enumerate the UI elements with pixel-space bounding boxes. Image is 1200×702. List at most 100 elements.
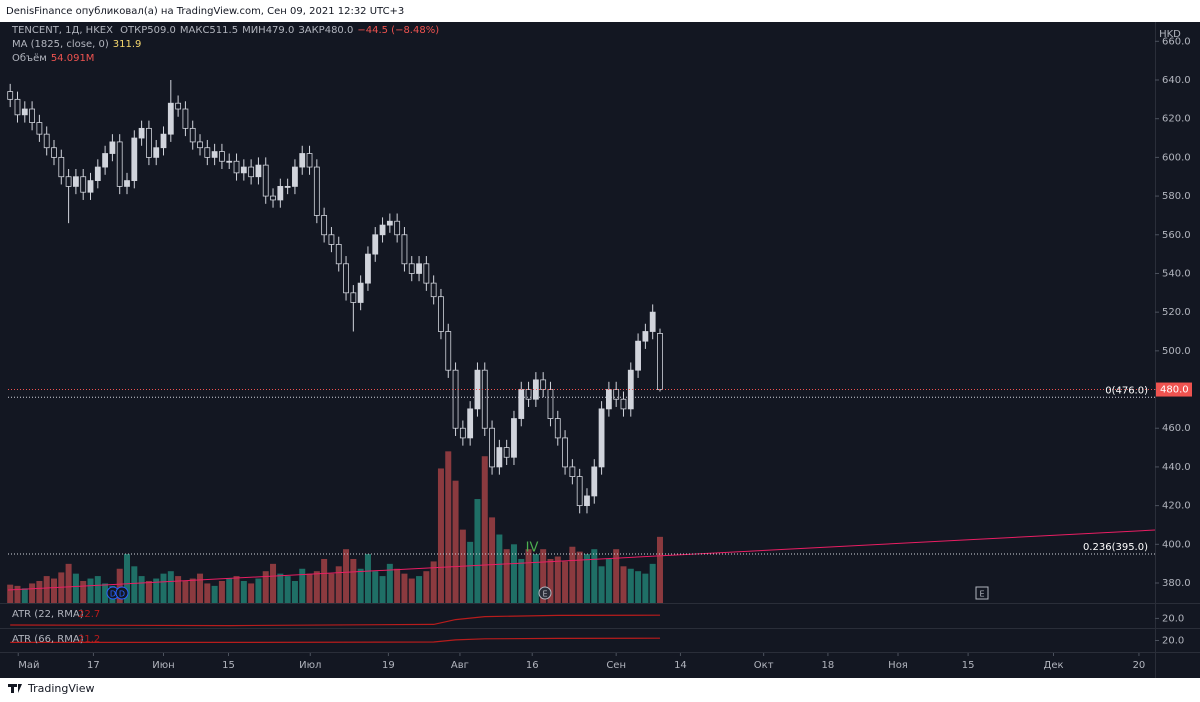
candle-body [613,389,620,400]
volume-bar [649,563,656,603]
volume-bar [540,549,547,603]
volume-bar [204,583,211,603]
x-tick-label: 18 [822,660,835,671]
candle-body [167,102,174,135]
x-tick-label: 16 [526,660,539,671]
y-tick-label: 620.0 [1162,114,1191,125]
volume-bar [474,499,481,603]
volume-bar [503,549,510,603]
candle-body [102,153,109,168]
ma-label: MA (1825, close, 0) [12,39,109,50]
candle-body [401,234,408,265]
event-marker-label: D [119,590,125,599]
y-tick-label: 660.0 [1162,36,1191,47]
candle-body [14,98,21,116]
x-tick-label: Дек [1044,660,1064,671]
indicator-name: ATR (22, RMA) [12,609,84,620]
volume-label: Объём [12,53,47,64]
volume-bar [153,578,160,603]
indicator-line [10,637,661,643]
candle-body [321,215,328,236]
legend-value: МАКС511.5 [179,25,239,36]
candle-body [138,127,145,139]
volume-bar [430,561,437,603]
event-marker [538,586,552,600]
volume-bar [65,563,72,603]
volume-bar [313,571,320,603]
candle-body [569,466,576,477]
volume-bar [350,558,357,603]
legend-value: ОТКР509.0 [120,25,176,36]
volume-bar [116,568,123,603]
volume-bar [321,558,328,603]
candle-body [627,369,634,410]
symbol: TENCENT, 1Д, HKEX [12,25,113,36]
price-tag-label: 480.0 [1160,385,1189,396]
candle-body [591,466,598,497]
y-tick-label: 580.0 [1162,191,1191,202]
candle-body [365,253,371,284]
candle-body [277,186,284,201]
x-tick-label: Сен [606,660,626,671]
volume-bar [583,554,590,603]
volume-bar [94,576,101,603]
candle-body [496,447,503,468]
candle-body [226,160,233,163]
candle-body [313,166,320,216]
candle-body [29,108,35,123]
volume-bar [525,549,532,603]
volume-bar [445,451,452,603]
volume-bar [167,571,174,603]
volume-bar [467,541,474,603]
x-tick-label: Окт [754,660,774,671]
x-tick-label: 15 [222,660,235,671]
y-tick-label: 420.0 [1162,501,1191,512]
y-tick-label: 460.0 [1162,423,1191,434]
volume-value: 54.091M [50,53,95,64]
candle-body [21,108,28,116]
candle-body [423,263,430,284]
x-tick-label: Июл [299,660,321,671]
volume-bar [160,573,167,603]
candle-body [175,102,182,110]
volume-bar [21,588,28,603]
volume-bar [576,551,583,603]
candle-body [262,164,269,197]
price-tag [1156,382,1192,397]
volume-bar [58,572,65,603]
volume-bar [532,554,539,603]
volume-bar [80,580,87,603]
candle-body [459,427,466,439]
candle-body [518,389,525,419]
candle-body [248,166,255,178]
volume-bar [175,576,182,603]
candle-body [554,418,561,439]
candle-body [219,151,225,162]
indicator-name: ATR (66, RMA) [12,634,84,645]
event-marker [115,586,129,600]
candle-body [36,122,43,135]
candle-body [467,408,474,439]
candle-body [189,127,196,143]
ma-legend: MA (1825, close, 0) 311.9 [12,39,145,50]
volume-bar [364,554,371,603]
indicator-value: 21.2 [78,634,100,645]
x-tick-label: 20 [1133,660,1146,671]
volume-bar [131,566,138,603]
candle-body [343,263,349,294]
candle-body [153,147,160,158]
candle-body [532,379,539,400]
candle-body [598,408,605,468]
volume-bar [642,573,649,603]
volume-bar [598,566,605,603]
candle-body [233,160,240,174]
level-label: 0.236(395.0) [1083,542,1148,553]
ma-value: 311.9 [112,39,142,50]
y-tick-label: 380.0 [1162,578,1191,589]
candle-body [635,340,641,371]
candle-body [284,186,291,188]
candle-body [642,331,649,342]
candle-body [489,427,495,468]
volume-bar [218,580,225,603]
candle-body [51,147,57,158]
